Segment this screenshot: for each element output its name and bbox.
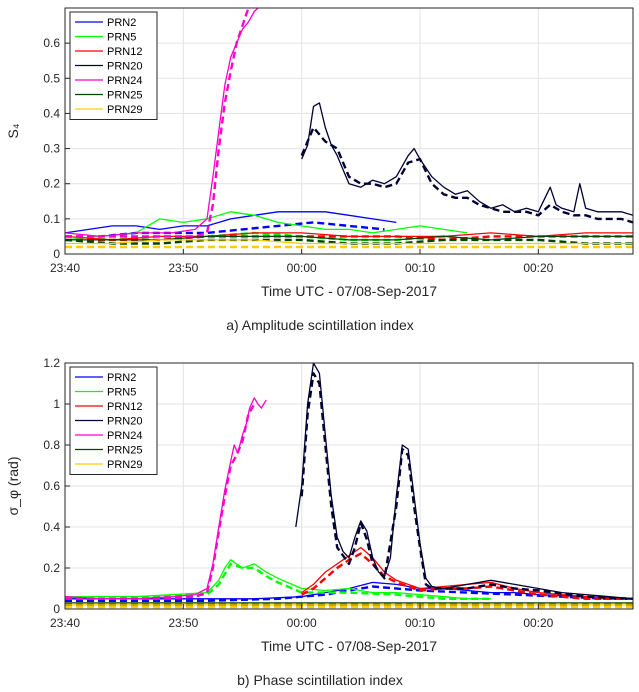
x-tick-label: 00:10 [405,616,435,630]
y-tick-label: 0.2 [43,177,60,191]
legend-label-prn2: PRN2 [107,372,136,384]
legend: PRN2 PRN5 PRN12 PRN20 PRN24 PRN25 PRN29 [69,366,158,475]
legend-label-prn12: PRN12 [107,401,142,413]
axes-box [64,7,634,255]
legend-label-prn20: PRN20 [107,61,142,73]
legend-label-prn12: PRN12 [107,46,142,58]
series-line-prn24-solid [65,8,259,238]
legend-label-prn2: PRN2 [107,17,136,29]
panel-caption: b) Phase scintillation index [237,672,403,688]
legend-label-prn20: PRN20 [107,416,142,428]
series-line-prn5-solid [65,559,491,600]
y-tick-label: 0.1 [43,212,60,226]
x-axis-label: Time UTC - 07/08-Sep-2017 [261,638,437,654]
panel-phase-scintillation: 23:40 23:50 00:00 00:10 00:20 0 0.2 0.4 0.6 0.8 1 1… [5,356,634,688]
x-tick-label: 00:00 [287,616,317,630]
series-line-prn25-dashed [65,238,633,245]
x-tick-label: 00:00 [287,261,317,275]
y-tick-label: 0 [53,602,60,616]
x-tick-label: 23:40 [50,616,80,630]
series-group [65,8,633,249]
series-line-prn20-dashed [300,126,633,224]
series-line-prn5-solid [65,211,468,241]
y-tick-label: 0 [53,247,60,261]
legend-box [69,11,158,120]
y-tick-label: 0.4 [43,106,60,120]
series-line-prn29-solid [65,239,633,245]
legend-label-prn29: PRN29 [107,104,142,116]
legend-label-prn25: PRN25 [107,445,142,457]
legend: PRN2 PRN5 PRN12 PRN20 PRN24 PRN25 PRN29 [69,11,158,120]
y-axis-label: S₄ [5,123,21,138]
y-tick-label: 0.3 [43,142,60,156]
legend-label-prn5: PRN5 [107,387,136,399]
legend-label-prn25: PRN25 [107,90,142,102]
series-line-prn20-solid [301,102,633,216]
y-tick-label: 1 [53,397,60,411]
series-line-prn12-dashed [301,552,633,600]
x-tick-label: 23:40 [50,261,80,275]
x-tick-label: 00:20 [523,261,553,275]
x-axis-label: Time UTC - 07/08-Sep-2017 [261,283,437,299]
legend-label-prn5: PRN5 [107,32,136,44]
y-tick-label: 0.6 [43,36,60,50]
x-tick-label: 00:10 [405,261,435,275]
y-tick-label: 0.4 [43,520,60,534]
series-line-prn2-solid [65,211,397,234]
y-tick-label: 0.6 [43,479,60,493]
legend-label-prn24: PRN24 [107,75,142,87]
y-tick-label: 0.5 [43,71,60,85]
y-tick-label: 0.2 [43,561,60,575]
series-line-prn2-dashed [65,585,633,602]
legend-label-prn29: PRN29 [107,459,142,471]
y-axis-label: σ_φ (rad) [5,457,21,516]
panel-caption: a) Amplitude scintillation index [226,317,414,333]
legend-label-prn24: PRN24 [107,430,142,442]
x-tick-label: 23:50 [168,261,198,275]
series-line-prn2-solid [65,581,633,600]
series-line-prn20-solid [295,363,633,600]
series-line-prn24-dashed [65,403,256,600]
y-tick-label: 1.2 [43,356,60,370]
series-line-prn2-dashed [65,221,385,238]
y-tick-label: 0.8 [43,438,60,452]
series-line-prn24-solid [65,397,267,600]
x-tick-label: 23:50 [168,616,198,630]
panel-amplitude-scintillation: 23:40 23:50 00:00 00:10 00:20 0 0.1 0.2 0.3 0.4 0.… [5,7,634,333]
x-tick-label: 00:20 [523,616,553,630]
